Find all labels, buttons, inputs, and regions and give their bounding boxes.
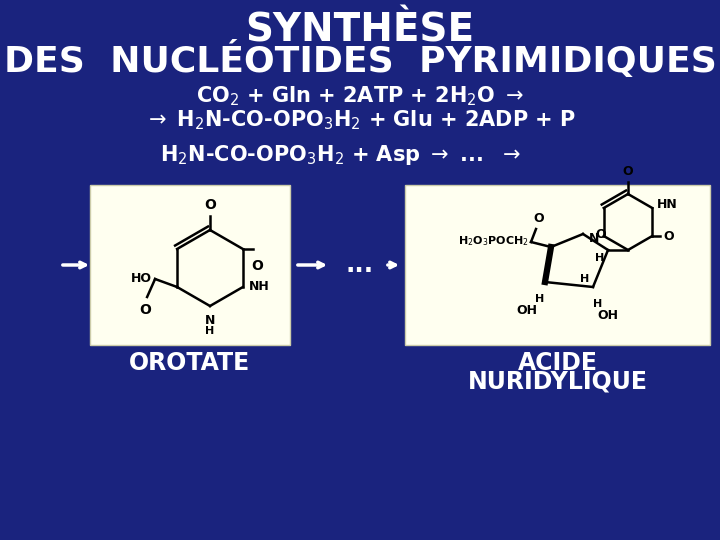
Text: OROTATE: OROTATE — [130, 351, 251, 375]
Text: H$_2$O$_3$POCH$_2$: H$_2$O$_3$POCH$_2$ — [458, 234, 529, 248]
Text: OH: OH — [516, 304, 538, 317]
Text: HO: HO — [131, 273, 152, 286]
Text: H: H — [205, 326, 215, 336]
Text: N: N — [588, 233, 599, 246]
Text: O: O — [251, 259, 263, 273]
Text: O: O — [139, 303, 151, 317]
FancyBboxPatch shape — [90, 185, 290, 345]
Text: ACIDE: ACIDE — [518, 351, 598, 375]
FancyBboxPatch shape — [405, 185, 710, 345]
Text: HN: HN — [657, 198, 678, 211]
Text: H: H — [536, 294, 544, 304]
Text: DES  NUCLÉOTIDES  PYRIMIDIQUES: DES NUCLÉOTIDES PYRIMIDIQUES — [4, 41, 716, 79]
Text: O: O — [623, 165, 634, 178]
Text: $\rightarrow$ H$_2$N-CO-OPO$_3$H$_2$ + Glu + 2ADP + P: $\rightarrow$ H$_2$N-CO-OPO$_3$H$_2$ + G… — [144, 108, 576, 132]
Text: O: O — [663, 230, 674, 242]
Text: H: H — [593, 299, 603, 309]
Text: N: N — [204, 314, 215, 327]
Text: NURIDYLIQUE: NURIDYLIQUE — [467, 369, 647, 393]
Text: O: O — [204, 198, 216, 212]
Text: H$_2$N-CO-OPO$_3$H$_2$ + Asp $\rightarrow$ ...  $\rightarrow$: H$_2$N-CO-OPO$_3$H$_2$ + Asp $\rightarro… — [160, 143, 521, 167]
Text: H: H — [580, 274, 590, 284]
Text: ...: ... — [346, 253, 374, 277]
Text: O: O — [595, 228, 606, 241]
Text: CO$_2$ + Gln + 2ATP + 2H$_2$O $\rightarrow$: CO$_2$ + Gln + 2ATP + 2H$_2$O $\rightarr… — [196, 84, 524, 108]
Text: O: O — [534, 212, 544, 225]
Text: SYNTHÈSE: SYNTHÈSE — [246, 11, 474, 49]
Text: H: H — [595, 253, 605, 263]
Text: OH: OH — [598, 309, 618, 322]
Text: NH: NH — [249, 280, 270, 294]
